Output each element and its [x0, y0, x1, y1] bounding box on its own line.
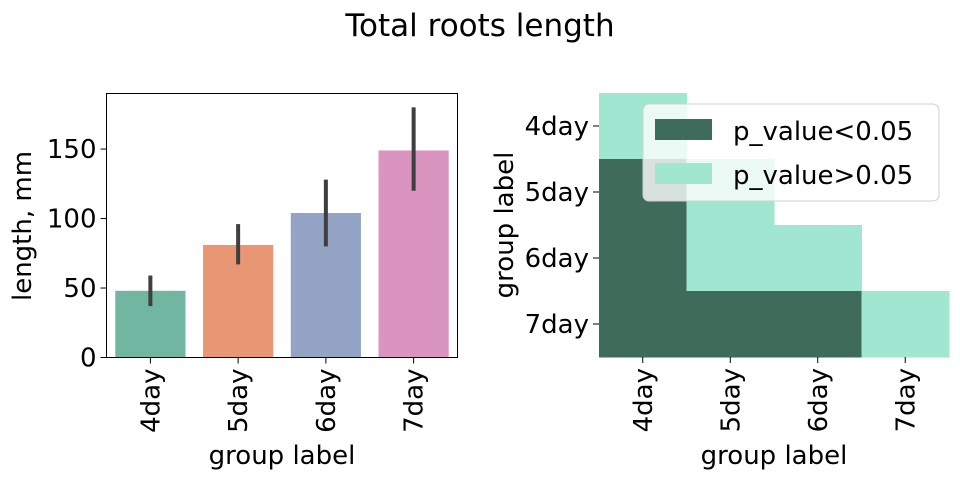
- error-bars: [148, 107, 416, 307]
- bar-x-tick-label: 7day: [400, 369, 430, 433]
- figure-title: Total roots length: [344, 8, 614, 44]
- heatmap-y-tick-label: 5day: [525, 178, 589, 208]
- bar-x-tick-label: 6day: [312, 369, 342, 433]
- heatmap-y-ticks: 4day 5day 6day 7day: [525, 112, 599, 340]
- bar-y-tick-label: 0: [80, 344, 97, 374]
- bar-x-tick-label: 4day: [136, 369, 166, 433]
- heatmap-cell: [774, 225, 862, 292]
- heatmap-x-axis-label: group label: [701, 441, 848, 471]
- bar-y-tick-label: 150: [47, 135, 97, 165]
- heatmap-x-tick-label: 7day: [891, 368, 921, 432]
- heatmap-x-tick-label: 5day: [716, 368, 746, 432]
- heatmap-cell: [686, 291, 775, 358]
- heatmap-y-tick-label: 7day: [525, 310, 589, 340]
- bar-x-tick-label: 5day: [224, 369, 254, 433]
- bar-y-axis-label: length, mm: [8, 151, 38, 301]
- legend-label-not-significant: p_value>0.05: [733, 161, 913, 191]
- bar-y-ticks: 0 50 100 150: [47, 135, 107, 374]
- legend-swatch-significant: [655, 119, 712, 140]
- heatmap-x-tick-label: 4day: [629, 368, 659, 432]
- heatmap-cell: [599, 225, 687, 292]
- heatmap-legend: p_value<0.05 p_value>0.05: [642, 103, 940, 202]
- bar-chart: 0 50 100 150 4day 5day 6day 7day group label l…: [8, 93, 458, 471]
- heatmap-x-tick-label: 6day: [804, 368, 834, 432]
- heatmap-cell: [774, 291, 862, 358]
- heatmap-chart: 4day 5day 6day 7day 4day 5day 6day 7day group …: [490, 93, 950, 471]
- heatmap-cell: [861, 291, 950, 358]
- legend-label-significant: p_value<0.05: [733, 117, 913, 147]
- bar-y-tick-label: 50: [63, 274, 96, 304]
- legend-frame: [642, 103, 940, 202]
- bar-y-tick-label: 100: [47, 205, 97, 235]
- bar-chart-frame: [106, 93, 458, 358]
- heatmap-x-ticks: 4day 5day 6day 7day: [629, 357, 921, 432]
- heatmap-cell: [686, 225, 775, 292]
- heatmap-y-tick-label: 4day: [525, 112, 589, 142]
- bar-x-ticks: 4day 5day 6day 7day: [136, 357, 430, 433]
- bar-marks: [115, 150, 449, 358]
- heatmap-cell: [599, 291, 687, 358]
- heatmap-y-axis-label: group label: [490, 152, 520, 299]
- bar-x-axis-label: group label: [209, 441, 356, 471]
- legend-swatch-not-significant: [655, 163, 712, 184]
- heatmap-y-tick-label: 6day: [525, 244, 589, 274]
